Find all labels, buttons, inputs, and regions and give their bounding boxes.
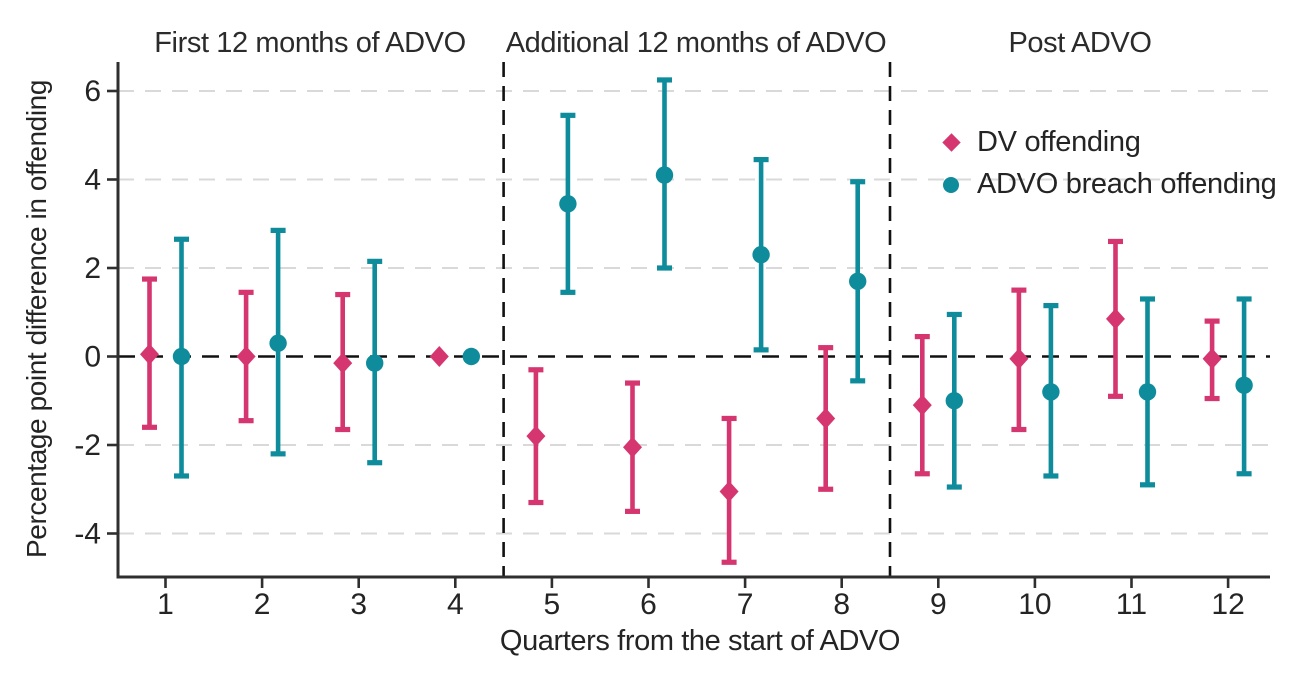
x-tick-label-11: 11 [1116, 588, 1147, 621]
marker-breach-q4 [462, 347, 480, 366]
panel-title-additional-12-months: Additional 12 months of ADVO [505, 27, 887, 59]
marker-breach-q3 [366, 354, 384, 372]
y-tick-label-6: 6 [84, 75, 101, 108]
marker-dv-q1 [140, 343, 159, 365]
x-axis-title: Quarters from the start of ADVO [499, 625, 901, 657]
advo-breach-circle-icon [941, 175, 961, 195]
legend-label-advo-breach-offending: ADVO breach offending [977, 168, 1277, 201]
marker-dv-q3 [333, 352, 353, 374]
panel-title-post-advo: Post ADVO [1008, 27, 1152, 59]
y-tick-label-2: 2 [84, 252, 101, 285]
x-tick-label-8: 8 [833, 588, 850, 621]
y-tick-label-0: 0 [84, 341, 101, 374]
x-tick-label-9: 9 [930, 588, 947, 621]
marker-breach-q10 [1042, 383, 1060, 401]
marker-dv-q2 [236, 346, 256, 367]
marker-breach-q11 [1138, 383, 1157, 401]
marker-breach-q7 [752, 246, 770, 264]
marker-dv-q7 [719, 480, 739, 502]
marker-dv-q6 [623, 436, 642, 458]
panel-title-first-12-months: First 12 months of ADVO [154, 27, 466, 59]
marker-breach-q1 [172, 347, 191, 366]
x-tick-label-12: 12 [1211, 588, 1244, 621]
marker-breach-q9 [945, 392, 963, 410]
marker-dv-q4 [429, 346, 449, 367]
x-tick-label-10: 10 [1018, 588, 1051, 621]
legend-label-dv-offending: DV offending [977, 126, 1141, 158]
x-tick-label-5: 5 [544, 588, 561, 621]
x-tick-label-7: 7 [737, 588, 754, 621]
legend-entry-dv-offending: DV offending [941, 126, 1276, 159]
x-tick-label-1: 1 [157, 588, 174, 621]
legend: DV offending ADVO breach offending [941, 126, 1277, 202]
marker-dv-q5 [526, 425, 546, 447]
marker-breach-q12 [1235, 376, 1253, 394]
marker-breach-q5 [559, 195, 577, 213]
y-axis-title: Percentage point difference in offending [21, 79, 52, 559]
x-tick-label-4: 4 [447, 588, 464, 621]
marker-breach-q2 [269, 334, 287, 352]
y-tick-label--4: -4 [74, 518, 101, 551]
marker-dv-q10 [1009, 348, 1029, 370]
marker-breach-q8 [849, 272, 867, 290]
x-tick-label-2: 2 [254, 588, 271, 621]
marker-dv-q11 [1106, 308, 1125, 330]
y-tick-label-4: 4 [84, 164, 101, 197]
marker-dv-q9 [912, 394, 932, 416]
dv-offending-diamond-icon [941, 133, 961, 153]
y-tick-label--2: -2 [74, 429, 101, 462]
legend-entry-advo-breach-offending: ADVO breach offending [941, 168, 1277, 201]
marker-breach-q6 [655, 166, 674, 184]
marker-dv-q12 [1202, 348, 1222, 370]
x-tick-label-3: 3 [350, 588, 367, 621]
x-tick-label-6: 6 [640, 588, 657, 621]
marker-dv-q8 [816, 407, 836, 429]
